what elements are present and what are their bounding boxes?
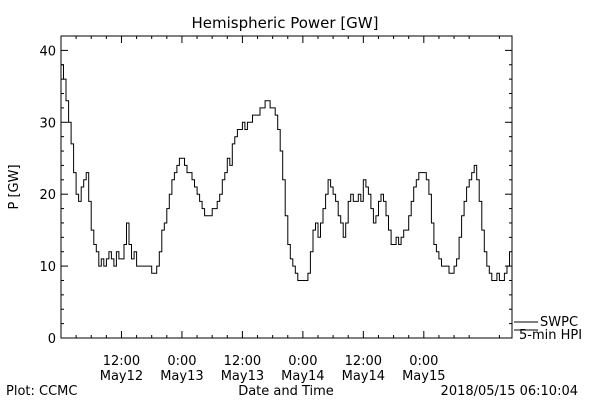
x-tick-time-label: 0:00	[288, 354, 317, 369]
x-tick-date-label: May14	[281, 369, 324, 384]
plot-frame	[60, 35, 513, 339]
legend-hpi-label: 5-min HPI	[519, 328, 582, 343]
x-tick-time-label: 0:00	[167, 354, 196, 369]
x-axis: 12:00May120:00May1312:00May130:00May1412…	[75, 36, 500, 384]
footer-plot-credit: Plot: CCMC	[6, 384, 77, 399]
y-axis-label: P [GW]	[7, 164, 22, 209]
x-tick-date-label: May15	[402, 369, 445, 384]
x-tick-time-label: 12:00	[224, 354, 261, 369]
x-tick-date-label: May14	[342, 369, 385, 384]
x-tick-time-label: 0:00	[409, 354, 438, 369]
legend: SWPC 5-min HPI	[514, 315, 582, 343]
y-tick-label: 10	[39, 260, 56, 275]
x-tick-date-label: May13	[221, 369, 264, 384]
y-tick-label: 0	[48, 332, 56, 347]
x-tick-time-label: 12:00	[103, 354, 140, 369]
y-axis: 0 10 20 30 40	[39, 44, 512, 347]
x-tick-date-label: May12	[100, 369, 143, 384]
footer-timestamp: 2018/05/15 06:10:04	[441, 384, 578, 399]
hemispheric-power-series-line	[61, 64, 510, 281]
legend-swpc-label: SWPC	[540, 315, 578, 330]
x-tick-time-label: 12:00	[345, 354, 382, 369]
y-tick-label: 40	[39, 44, 56, 59]
x-tick-date-label: May13	[160, 369, 203, 384]
x-axis-label: Date and Time	[238, 384, 334, 399]
y-tick-label: 20	[39, 188, 56, 203]
y-tick-label: 30	[39, 116, 56, 131]
chart-title: Hemispheric Power [GW]	[192, 14, 379, 32]
